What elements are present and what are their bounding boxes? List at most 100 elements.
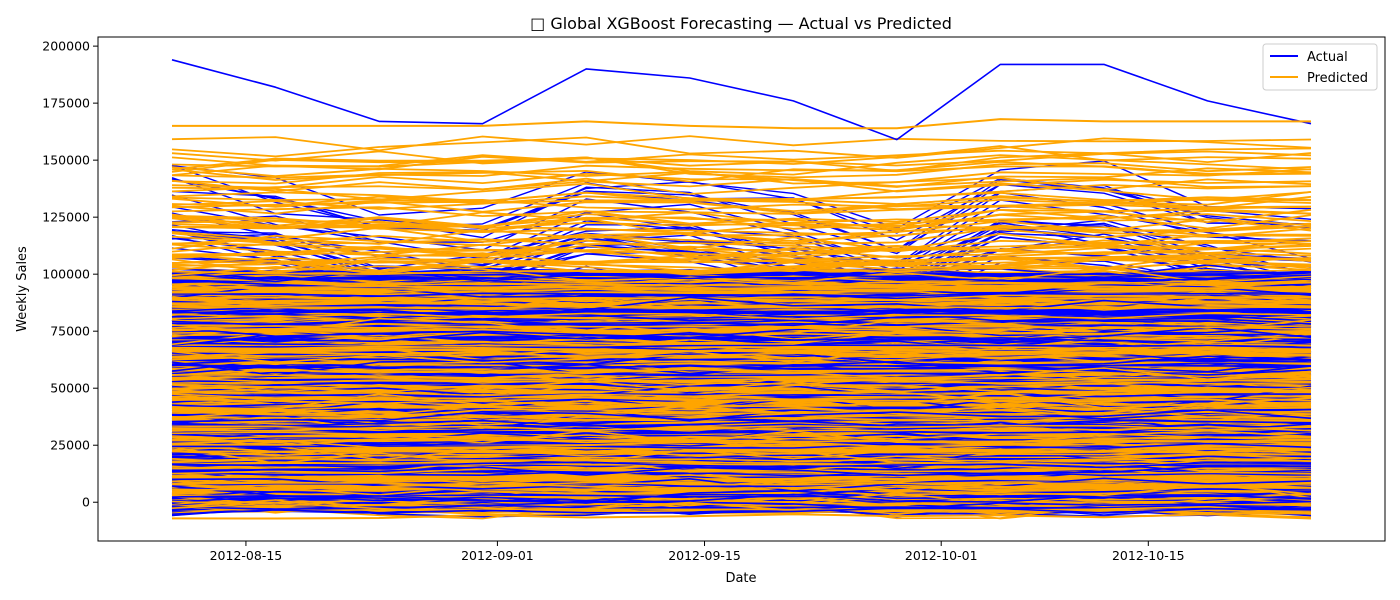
predicted-series-line (171, 208, 1312, 230)
predicted-series-line (171, 438, 1312, 449)
actual-series-line (171, 305, 1312, 310)
predicted-series-line (171, 457, 1312, 463)
predicted-series-line (171, 135, 1312, 152)
predicted-series-line (171, 167, 1312, 188)
y-tick-label: 50000 (50, 381, 90, 396)
y-tick-label: 125000 (42, 210, 90, 225)
predicted-series-line (171, 501, 1312, 514)
predicted-series-line (172, 118, 1311, 130)
y-tick-label: 25000 (50, 438, 90, 453)
actual-series-line (171, 396, 1312, 406)
predicted-series-line (171, 145, 1312, 165)
predicted-series-line (171, 312, 1312, 320)
predicted-series-line (171, 182, 1312, 203)
predicted-series-line (171, 136, 1312, 159)
predicted-series-line (171, 485, 1312, 502)
predicted-series-line (171, 265, 1312, 284)
predicted-series-line (171, 465, 1312, 477)
chart-title: □ Global XGBoost Forecasting — Actual vs… (530, 14, 952, 33)
predicted-series-line (171, 220, 1312, 237)
predicted-series-line (171, 195, 1312, 215)
actual-series-line (171, 314, 1312, 328)
predicted-series-line (171, 461, 1312, 469)
y-tick-label: 200000 (42, 39, 90, 54)
y-tick-label: 100000 (42, 267, 90, 282)
predicted-series-line (171, 349, 1312, 364)
actual-series-line (171, 403, 1312, 417)
predicted-series-line (171, 195, 1312, 211)
x-tick-label: 2012-10-15 (1112, 548, 1185, 563)
predicted-series-line (171, 474, 1312, 485)
predicted-series-line (171, 380, 1312, 394)
predicted-series-line (171, 213, 1312, 233)
actual-series-line (171, 425, 1312, 432)
actual-series-line (171, 283, 1312, 301)
y-axis: 0 25000 50000 75000 100000 125000 150000 175000… (42, 39, 98, 510)
predicted-series-line (171, 177, 1312, 193)
actual-series-line (171, 407, 1312, 422)
predicted-series-line (171, 429, 1312, 444)
actual-series-line (171, 481, 1312, 488)
x-tick-label: 2012-08-15 (210, 548, 283, 563)
x-axis: 2012-08-15 2012-09-01 2012-09-15 2012-10-01… (210, 541, 1185, 563)
predicted-series-line (171, 489, 1312, 504)
x-tick-label: 2012-10-01 (905, 548, 978, 563)
legend-label-actual: Actual (1307, 50, 1348, 65)
actual-series-line (171, 285, 1312, 290)
actual-series-line (171, 435, 1312, 444)
actual-series-line (171, 292, 1312, 298)
predicted-series-line (171, 325, 1312, 329)
x-tick-label: 2012-09-01 (461, 548, 534, 563)
actual-series-line (171, 389, 1312, 402)
predicted-series-line (171, 239, 1312, 257)
actual-series-line (171, 389, 1312, 401)
predicted-series-line (171, 330, 1312, 346)
predicted-series-line (171, 309, 1312, 319)
y-tick-label: 175000 (42, 96, 90, 111)
actual-series-line (171, 481, 1312, 491)
predicted-series-line (171, 486, 1312, 492)
predicted-series-line (171, 260, 1312, 277)
predicted-series-line (171, 369, 1312, 378)
y-tick-label: 75000 (50, 324, 90, 339)
plot-area (171, 59, 1312, 520)
actual-series-line (171, 351, 1312, 358)
actual-series-line (171, 270, 1312, 281)
predicted-series-line (171, 493, 1312, 504)
predicted-series-line (171, 368, 1312, 378)
predicted-series-line (171, 253, 1312, 273)
x-axis-title: Date (725, 571, 756, 586)
predicted-series-line (171, 235, 1312, 253)
predicted-series-line (171, 150, 1312, 171)
actual-series-line (171, 461, 1312, 467)
predicted-series-line (171, 165, 1312, 183)
predicted-series-line (171, 513, 1312, 520)
predicted-series-line (171, 345, 1312, 354)
actual-series-line (171, 402, 1312, 417)
actual-series-line (171, 444, 1312, 461)
legend: Actual Predicted (1262, 43, 1378, 91)
plot-frame (97, 36, 1386, 542)
actual-series-line (171, 286, 1312, 295)
actual-series-line (171, 323, 1312, 335)
actual-series-line (171, 307, 1312, 321)
legend-label-predicted: Predicted (1307, 71, 1368, 86)
actual-series-line (171, 282, 1312, 294)
actual-series-line (171, 322, 1312, 329)
actual-series-line (171, 59, 1312, 141)
predicted-series-line (171, 427, 1312, 434)
y-tick-label: 0 (82, 495, 90, 510)
actual-series-line (171, 294, 1312, 301)
predicted-series-line (171, 247, 1312, 266)
predicted-series-line (171, 245, 1312, 261)
predicted-series-line (171, 409, 1312, 423)
predicted-series-line (171, 296, 1312, 313)
actual-series-line (171, 404, 1312, 419)
predicted-series-line (171, 252, 1312, 267)
actual-series-line (171, 374, 1312, 386)
predicted-series-line (171, 225, 1312, 243)
x-tick-label: 2012-09-15 (668, 548, 741, 563)
y-tick-label: 150000 (42, 153, 90, 168)
actual-series-line (171, 419, 1312, 427)
